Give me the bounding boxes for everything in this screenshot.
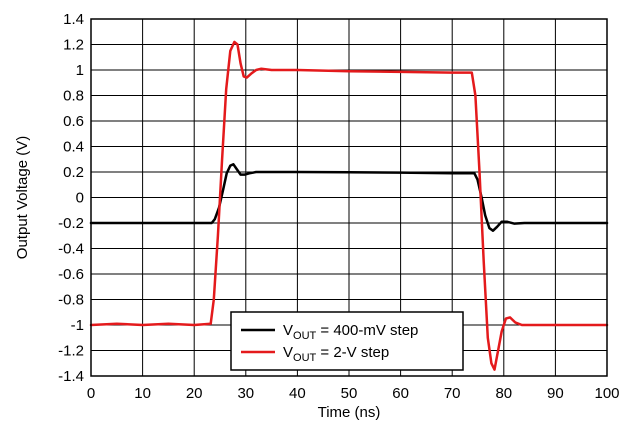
x-tick-label: 50 [341,385,358,402]
y-tick-label: 0.8 [63,88,84,105]
y-tick-label: 0.4 [63,139,84,156]
legend-label-2v: VOUT = 2-V step [283,344,389,364]
x-tick-label: 60 [392,385,409,402]
x-tick-label: 80 [495,385,512,402]
x-tick-label: 10 [134,385,151,402]
x-axis-title: Time (ns) [318,404,381,421]
legend-label-400mv-sub: OUT [293,330,317,342]
legend-label-2v-sub: OUT [293,352,317,364]
x-tick-label: 90 [547,385,564,402]
series-line-400mv [89,163,609,232]
y-tick-label: -0.4 [58,241,84,258]
x-tick-label: 20 [186,385,203,402]
x-tick-label: 30 [237,385,254,402]
series-lines [89,40,609,371]
legend-label-2v-main: V [283,344,293,361]
x-tick-label: 100 [594,385,619,402]
y-axis-title: Output Voltage (V) [14,136,31,259]
y-tick-label: -1.2 [58,343,84,360]
y-tick-label: 1.4 [63,11,84,28]
y-tick-label: 0 [76,190,84,207]
y-tick-label: 1.2 [63,37,84,54]
y-tick-label: -0.8 [58,292,84,309]
legend-label-400mv-rest: = 400-mV step [316,322,418,339]
y-tick-label: -0.6 [58,266,84,283]
series-line-2v [89,40,609,371]
y-tick-labels: 1.4 1.2 1 0.8 0.6 0.4 0.2 0 -0.2 -0.4 -0.6 -0.8 -1 -1… [58,11,84,385]
legend-box [230,311,464,371]
y-tick-label: -1 [71,317,84,334]
x-tick-labels: 0 10 20 30 40 50 60 70 80 90 100 [87,385,620,402]
x-tick-label: 70 [444,385,461,402]
legend-label-400mv: VOUT = 400-mV step [283,322,418,342]
x-tick-label: 40 [289,385,306,402]
legend: VOUT = 400-mV step VOUT = 2-V step [230,311,464,371]
legend-label-2v-rest: = 2-V step [316,344,389,361]
y-tick-label: 0.2 [63,164,84,181]
x-tick-label: 0 [87,385,95,402]
legend-label-400mv-main: V [283,322,293,339]
y-tick-label: -0.2 [58,215,84,232]
plot-frame [90,18,608,377]
y-tick-label: 0.6 [63,113,84,130]
y-tick-label: 1 [76,62,84,79]
y-tick-label: -1.4 [58,368,84,385]
